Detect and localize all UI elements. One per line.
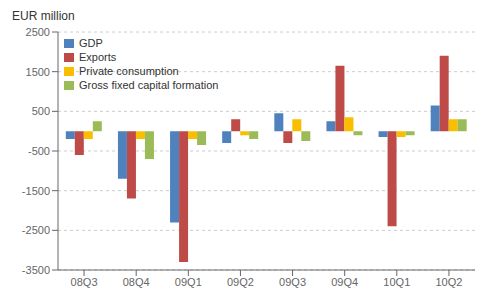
svg-text:10Q1: 10Q1	[383, 276, 410, 288]
svg-text:1500: 1500	[26, 66, 50, 78]
html-text:Private consumption: Private consumption	[79, 65, 179, 77]
html-text:GDP: GDP	[79, 37, 103, 49]
svg-text:08Q4: 08Q4	[123, 276, 150, 288]
html-text:EUR million: EUR million	[12, 9, 75, 23]
svg-text:-500: -500	[28, 145, 50, 157]
svg-text:09Q2: 09Q2	[227, 276, 254, 288]
svg-text:500: 500	[32, 105, 50, 117]
svg-text:09Q4: 09Q4	[331, 276, 358, 288]
svg-text:-2500: -2500	[22, 224, 50, 236]
svg-text:-1500: -1500	[22, 185, 50, 197]
svg-text:-3500: -3500	[22, 264, 50, 276]
svg-text:09Q3: 09Q3	[279, 276, 306, 288]
svg-text:09Q1: 09Q1	[175, 276, 202, 288]
html-text:Exports: Exports	[79, 51, 117, 63]
svg-text:10Q2: 10Q2	[435, 276, 462, 288]
svg-text:2500: 2500	[26, 26, 50, 38]
svg-text:08Q3: 08Q3	[71, 276, 98, 288]
html-text:Gross fixed capital formation: Gross fixed capital formation	[79, 79, 219, 91]
